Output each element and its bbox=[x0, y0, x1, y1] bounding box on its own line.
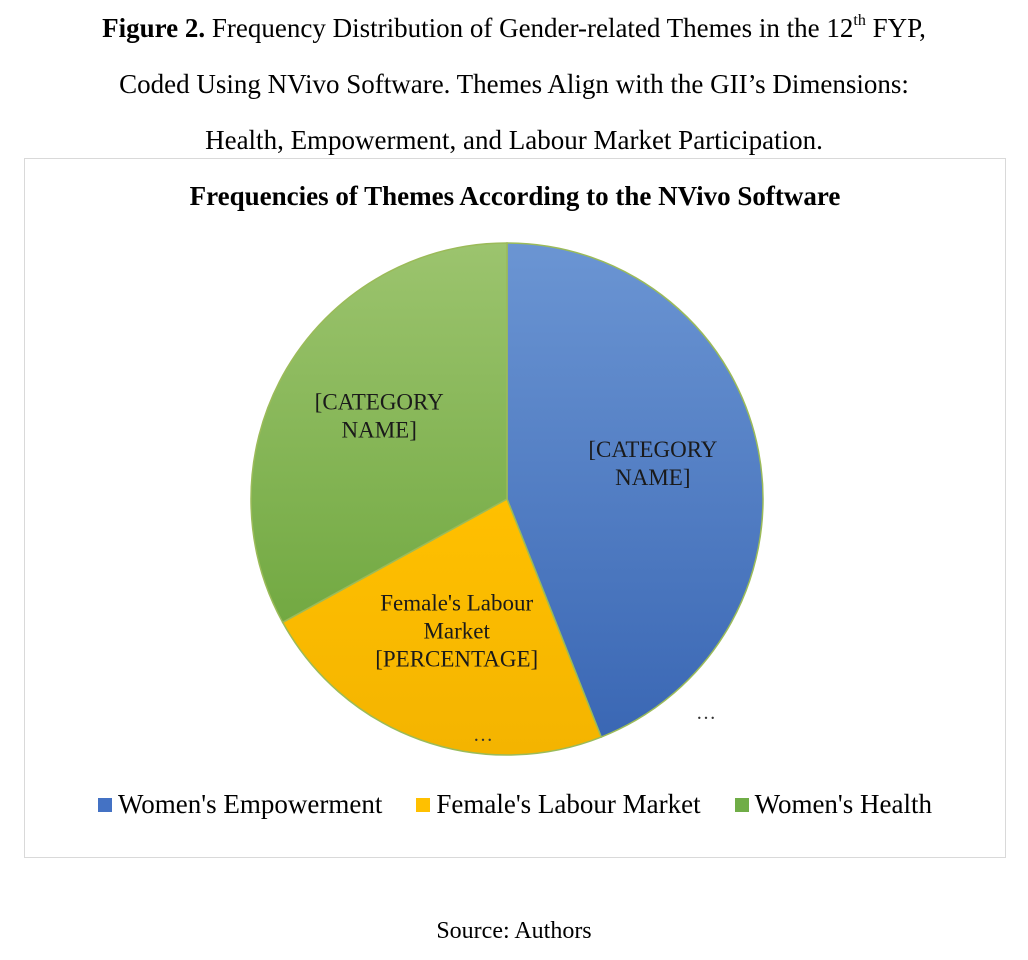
chart-title: Frequencies of Themes According to the N… bbox=[189, 181, 841, 211]
legend-item-womens-empowerment: Women's Empowerment bbox=[97, 789, 383, 820]
pie-label-womens-empowerment: [CATEGORY NAME] bbox=[588, 437, 717, 490]
caption-text-1a: Frequency Distribution of Gender-related… bbox=[205, 13, 854, 43]
legend: Women's Empowerment Female's Labour Mark… bbox=[25, 789, 1005, 820]
figure-label: Figure 2. bbox=[102, 13, 206, 43]
pie-chart: [CATEGORY NAME] … Female's Labour Market [PER… bbox=[250, 242, 764, 756]
legend-label-womens-empowerment: Women's Empowerment bbox=[117, 789, 383, 819]
caption-line-2: Coded Using NVivo Software. Themes Align… bbox=[119, 69, 909, 99]
pie-label-womens-health: [CATEGORY NAME] bbox=[315, 389, 444, 442]
pie-slice-womens-empowerment bbox=[506, 242, 764, 738]
source-note: Source: Authors bbox=[436, 918, 592, 944]
pie-label-females-labour-market: Female's Labour Market [PERCENTAGE] bbox=[375, 591, 538, 672]
legend-item-females-labour-market: Female's Labour Market bbox=[416, 789, 701, 820]
pie-sublabel-womens-empowerment: … bbox=[696, 702, 716, 724]
legend-swatch-womens-empowerment bbox=[97, 797, 112, 812]
legend-item-womens-health: Women's Health bbox=[734, 789, 933, 820]
figure-caption: Figure 2. Frequency Distribution of Gend… bbox=[0, 0, 1028, 168]
pie-slice-females-labour-market bbox=[281, 497, 603, 756]
caption-text-1b: FYP, bbox=[865, 13, 926, 43]
pie-sublabel-females-labour-market: … bbox=[473, 724, 493, 746]
chart-area: Frequencies of Themes According to the N… bbox=[24, 158, 1006, 858]
caption-line-1: Figure 2. Frequency Distribution of Gend… bbox=[0, 0, 1028, 56]
caption-line-3: Health, Empowerment, and Labour Market P… bbox=[205, 125, 823, 155]
legend-label-females-labour-market: Female's Labour Market bbox=[436, 789, 701, 819]
pie-slice-womens-health bbox=[250, 242, 508, 624]
legend-swatch-females-labour-market bbox=[416, 797, 431, 812]
legend-swatch-womens-health bbox=[734, 797, 749, 812]
caption-superscript: th bbox=[853, 12, 866, 29]
legend-label-womens-health: Women's Health bbox=[754, 789, 933, 819]
